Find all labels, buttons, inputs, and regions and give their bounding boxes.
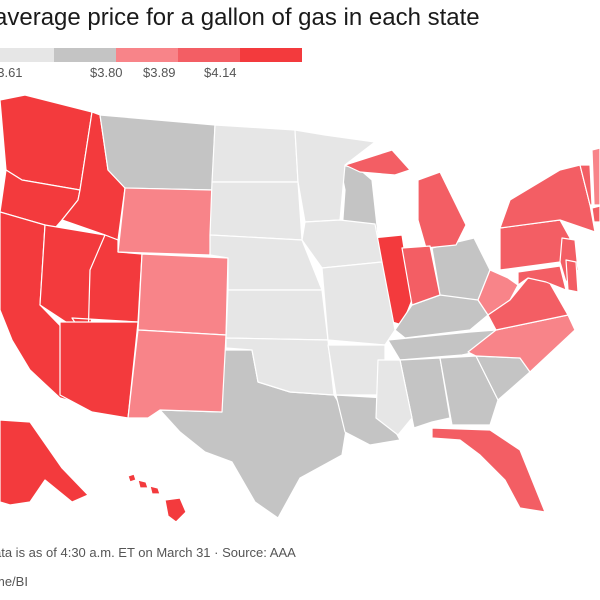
state-az (59, 321, 139, 419)
us-gas-price-map (0, 94, 600, 523)
state-ga (439, 355, 499, 426)
state-ks (225, 289, 329, 341)
state-fl (431, 427, 546, 513)
state-mt (99, 114, 216, 191)
legend-swatch-1 (0, 48, 54, 62)
state-ia (301, 219, 383, 269)
legend-swatch-3 (116, 48, 178, 62)
state-mo (321, 261, 396, 346)
state-mn (294, 129, 376, 223)
state-ar (327, 344, 386, 396)
state-ms (375, 359, 413, 436)
map-title: average price for a gallon of gas in eac… (0, 4, 480, 31)
state-ak (0, 419, 89, 506)
legend-label-3: $3.89 (143, 65, 176, 80)
source-footnote: ata is as of 4:30 a.m. ET on March 31 · … (0, 545, 296, 560)
state-mi (344, 149, 467, 249)
state-md (517, 265, 567, 291)
state-nm (127, 329, 227, 419)
state-ma (591, 205, 600, 223)
legend-label-1: $3.61 (0, 65, 23, 80)
state-de (565, 259, 579, 293)
state-sd (209, 181, 303, 241)
legend-swatch-2 (54, 48, 116, 62)
state-wy (117, 187, 213, 256)
state-nh (591, 147, 600, 206)
state-hi (127, 473, 187, 523)
state-id (61, 111, 126, 241)
state-vt (579, 164, 593, 206)
state-in (401, 245, 441, 306)
credit-line: me/BI (0, 574, 28, 589)
legend-swatch-5 (240, 48, 302, 62)
state-ny (499, 164, 596, 233)
state-pa (499, 219, 571, 271)
state-nd (211, 124, 299, 183)
legend-label-4: $4.14 (204, 65, 237, 80)
legend-label-2: $3.80 (90, 65, 123, 80)
legend-swatch-4 (178, 48, 240, 62)
state-co (137, 253, 229, 336)
